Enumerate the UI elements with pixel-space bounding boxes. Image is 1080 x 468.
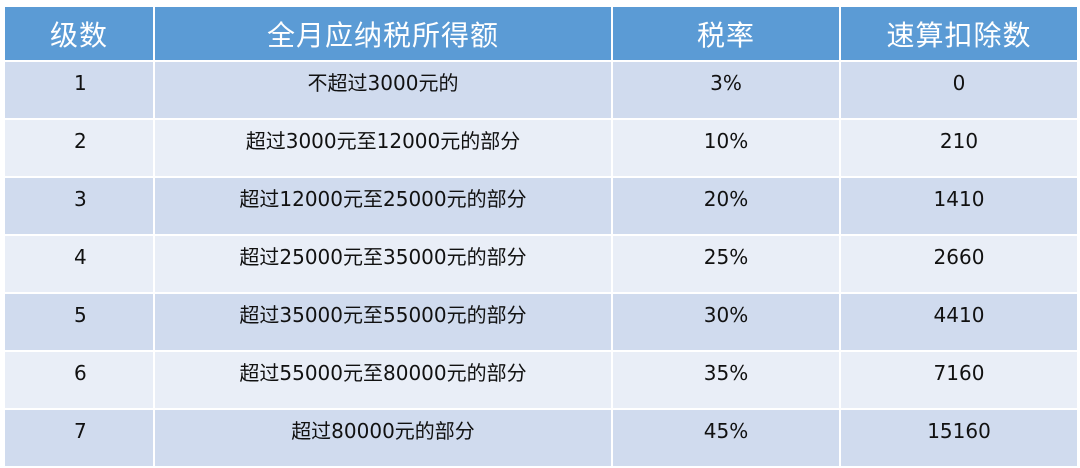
- header-row: 级数 全月应纳税所得额 税率 速算扣除数: [3, 5, 1079, 62]
- header-tax-rate: 税率: [611, 5, 841, 62]
- table-row: 1 不超过3000元的 3% 0: [3, 60, 1079, 120]
- cell-quick-deduction: 7160: [839, 350, 1079, 410]
- cell-level: 4: [3, 234, 155, 294]
- cell-tax-rate: 35%: [611, 350, 841, 410]
- cell-level: 7: [3, 408, 155, 468]
- cell-quick-deduction: 15160: [839, 408, 1079, 468]
- cell-income-range: 超过80000元的部分: [153, 408, 613, 468]
- table-header: 级数 全月应纳税所得额 税率 速算扣除数: [3, 5, 1079, 62]
- cell-tax-rate: 10%: [611, 118, 841, 178]
- cell-level: 5: [3, 292, 155, 352]
- cell-income-range: 超过12000元至25000元的部分: [153, 176, 613, 236]
- cell-quick-deduction: 2660: [839, 234, 1079, 294]
- table-row: 4 超过25000元至35000元的部分 25% 2660: [3, 234, 1079, 294]
- table-row: 2 超过3000元至12000元的部分 10% 210: [3, 118, 1079, 178]
- cell-level: 6: [3, 350, 155, 410]
- cell-quick-deduction: 4410: [839, 292, 1079, 352]
- table-row: 7 超过80000元的部分 45% 15160: [3, 408, 1079, 468]
- table-body: 1 不超过3000元的 3% 0 2 超过3000元至12000元的部分 10%…: [3, 60, 1079, 468]
- cell-income-range: 不超过3000元的: [153, 60, 613, 120]
- cell-level: 3: [3, 176, 155, 236]
- table-row: 3 超过12000元至25000元的部分 20% 1410: [3, 176, 1079, 236]
- cell-quick-deduction: 210: [839, 118, 1079, 178]
- cell-tax-rate: 25%: [611, 234, 841, 294]
- cell-level: 1: [3, 60, 155, 120]
- cell-tax-rate: 30%: [611, 292, 841, 352]
- cell-income-range: 超过35000元至55000元的部分: [153, 292, 613, 352]
- cell-tax-rate: 20%: [611, 176, 841, 236]
- header-level: 级数: [3, 5, 155, 62]
- table-row: 6 超过55000元至80000元的部分 35% 7160: [3, 350, 1079, 410]
- cell-income-range: 超过55000元至80000元的部分: [153, 350, 613, 410]
- cell-tax-rate: 45%: [611, 408, 841, 468]
- cell-income-range: 超过3000元至12000元的部分: [153, 118, 613, 178]
- tax-rate-table: 级数 全月应纳税所得额 税率 速算扣除数 1 不超过3000元的 3% 0 2 …: [3, 5, 1079, 468]
- table-row: 5 超过35000元至55000元的部分 30% 4410: [3, 292, 1079, 352]
- cell-tax-rate: 3%: [611, 60, 841, 120]
- cell-quick-deduction: 0: [839, 60, 1079, 120]
- cell-level: 2: [3, 118, 155, 178]
- header-income-range: 全月应纳税所得额: [153, 5, 613, 62]
- header-quick-deduction: 速算扣除数: [839, 5, 1079, 62]
- cell-quick-deduction: 1410: [839, 176, 1079, 236]
- cell-income-range: 超过25000元至35000元的部分: [153, 234, 613, 294]
